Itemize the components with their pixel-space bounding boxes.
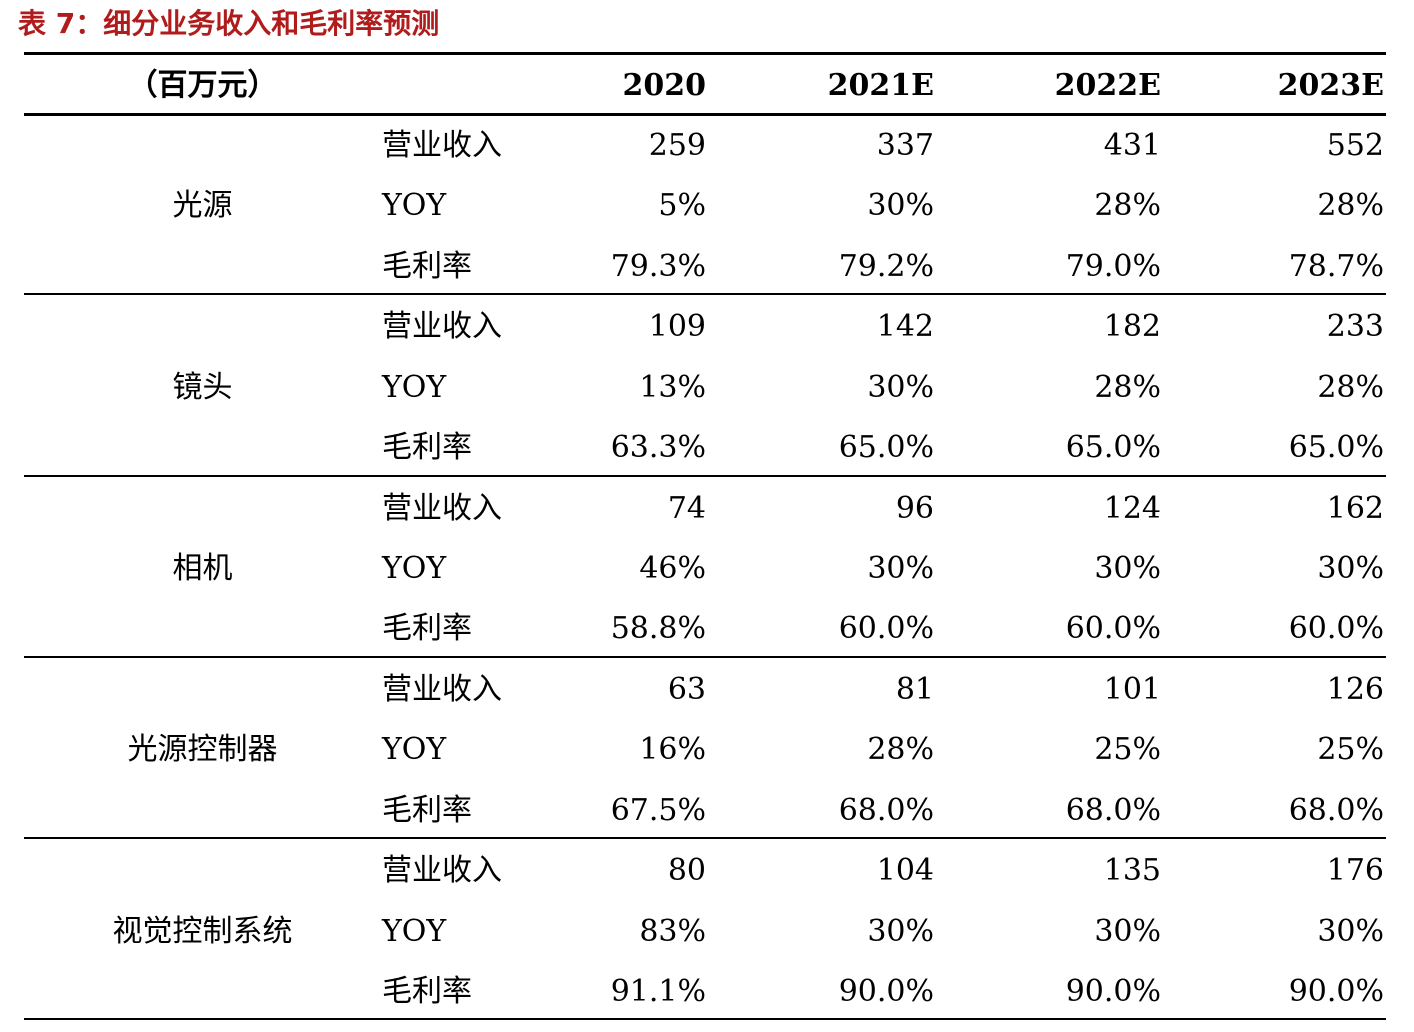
metric-label: 毛利率	[382, 248, 472, 284]
table-cell: 431	[1103, 128, 1161, 163]
table-cell: 90.0%	[1288, 974, 1384, 1009]
table-cell: 30%	[867, 188, 934, 224]
table-cell: 65.0%	[838, 430, 934, 466]
table-cell: 135	[1103, 853, 1161, 889]
table-cell: 58.8%	[610, 611, 706, 647]
metric-label: 毛利率	[382, 974, 472, 1009]
table-cell: 28%	[1094, 188, 1161, 224]
table-cell: 60.0%	[1288, 611, 1384, 647]
table-cell: 16%	[639, 732, 706, 768]
table-cell: 79.2%	[838, 248, 934, 284]
table-cell: 67.5%	[610, 792, 706, 828]
table-cell: 126	[1326, 671, 1384, 707]
header-bottom-rule	[24, 113, 1386, 116]
table-cell: 552	[1326, 128, 1384, 163]
metric-label: YOY	[382, 913, 447, 949]
table-cell: 30%	[867, 369, 934, 405]
metric-label: YOY	[382, 369, 447, 405]
table-cell: 5%	[658, 188, 706, 224]
metric-label: 营业收入	[382, 671, 502, 707]
table-cell: 79.3%	[610, 248, 706, 284]
category-label: 视觉控制系统	[112, 913, 293, 949]
table-cell: 176	[1326, 853, 1384, 889]
category-label: 镜头	[172, 369, 233, 405]
table-cell: 30%	[1094, 913, 1161, 949]
table-cell: 83%	[639, 913, 706, 949]
group-divider	[24, 475, 1386, 477]
table-cell: 30%	[1317, 551, 1384, 586]
table-cell: 182	[1103, 309, 1161, 345]
metric-label: YOY	[382, 188, 447, 224]
header-unit: （百万元）	[127, 68, 278, 103]
table-cell: 28%	[867, 732, 934, 768]
table-cell: 124	[1103, 490, 1161, 526]
header-year-2021e: 2021E	[827, 68, 934, 103]
table-cell: 68.0%	[1065, 792, 1161, 828]
table-cell: 109	[648, 309, 706, 345]
metric-label: 营业收入	[382, 309, 502, 345]
table-cell: 79.0%	[1065, 248, 1161, 284]
table-cell: 96	[895, 490, 934, 526]
metric-label: 毛利率	[382, 430, 472, 466]
header-year-2022e: 2022E	[1054, 68, 1161, 103]
table-cell: 13%	[639, 369, 706, 405]
table-cell: 65.0%	[1065, 430, 1161, 466]
table-cell: 30%	[867, 913, 934, 949]
table-cell: 101	[1103, 671, 1161, 707]
metric-label: 毛利率	[382, 792, 472, 828]
metric-label: YOY	[382, 732, 447, 768]
table-bottom-rule	[24, 1018, 1386, 1020]
metric-label: 营业收入	[382, 490, 502, 526]
table-cell: 91.1%	[610, 974, 706, 1009]
table-cell: 78.7%	[1288, 248, 1384, 284]
category-label: 相机	[172, 551, 233, 586]
table-cell: 63	[667, 671, 706, 707]
table-cell: 162	[1326, 490, 1384, 526]
table-cell: 80	[667, 853, 706, 889]
metric-label: 毛利率	[382, 611, 472, 647]
table-top-rule	[24, 52, 1386, 55]
table-cell: 28%	[1317, 369, 1384, 405]
table-cell: 104	[876, 853, 934, 889]
table-cell: 30%	[1094, 551, 1161, 586]
category-label: 光源	[172, 188, 233, 224]
group-divider	[24, 837, 1386, 839]
metric-label: YOY	[382, 551, 447, 586]
table-cell: 68.0%	[1288, 792, 1384, 828]
table-cell: 65.0%	[1288, 430, 1384, 466]
table-cell: 63.3%	[610, 430, 706, 466]
table-cell: 259	[648, 128, 706, 163]
table-cell: 28%	[1317, 188, 1384, 224]
group-divider	[24, 656, 1386, 658]
table-cell: 25%	[1317, 732, 1384, 768]
table-cell: 60.0%	[1065, 611, 1161, 647]
table-cell: 90.0%	[1065, 974, 1161, 1009]
metric-label: 营业收入	[382, 128, 502, 163]
table-cell: 81	[895, 671, 934, 707]
table-cell: 30%	[867, 551, 934, 586]
table-cell: 60.0%	[838, 611, 934, 647]
table-cell: 25%	[1094, 732, 1161, 768]
table-title: 表 7：细分业务收入和毛利率预测	[18, 7, 440, 40]
header-year-2023e: 2023E	[1277, 68, 1384, 103]
metric-label: 营业收入	[382, 853, 502, 889]
table-cell: 30%	[1317, 913, 1384, 949]
table-cell: 337	[876, 128, 934, 163]
table-cell: 28%	[1094, 369, 1161, 405]
header-year-2020: 2020	[622, 68, 707, 103]
table-cell: 233	[1326, 309, 1384, 345]
table-cell: 142	[876, 309, 934, 345]
category-label: 光源控制器	[127, 732, 278, 768]
table-cell: 90.0%	[838, 974, 934, 1009]
table-cell: 74	[667, 490, 706, 526]
table-cell: 68.0%	[838, 792, 934, 828]
group-divider	[24, 293, 1386, 295]
table-cell: 46%	[639, 551, 706, 586]
